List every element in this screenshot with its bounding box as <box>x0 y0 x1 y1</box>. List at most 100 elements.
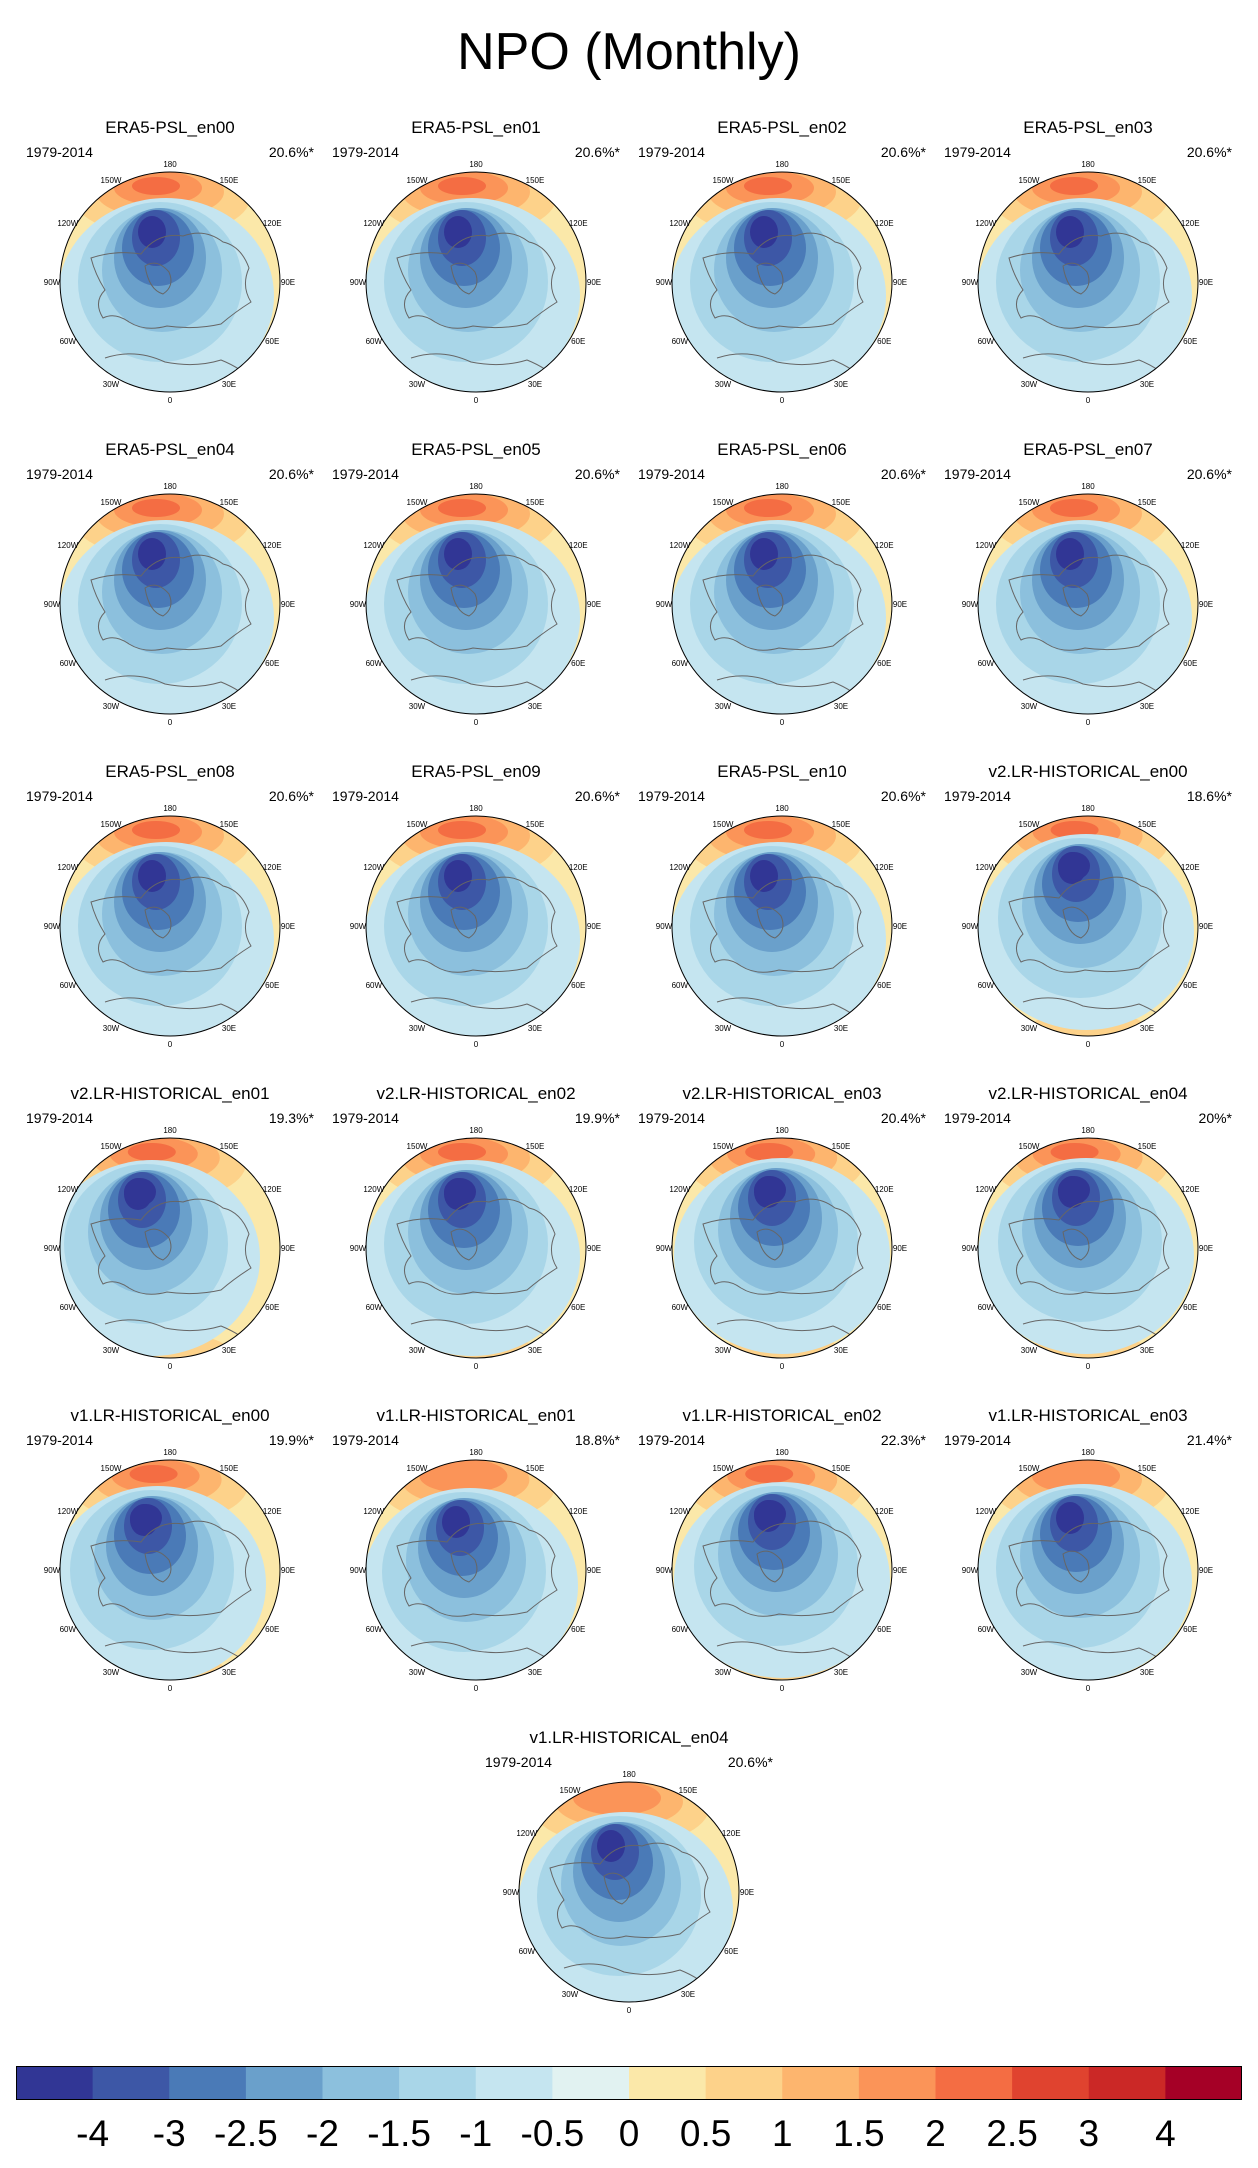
longitude-label: 120E <box>1181 1507 1200 1516</box>
longitude-label: 90E <box>587 278 601 287</box>
coastline <box>450 906 478 939</box>
longitude-label: 60E <box>265 659 279 668</box>
panel-title: v2.LR-HISTORICAL_en02 <box>376 1084 576 1103</box>
longitude-label: 60E <box>1183 337 1197 346</box>
longitude-label: 30E <box>834 1024 848 1033</box>
anomaly-contour-positive <box>438 177 486 195</box>
longitude-label: 30E <box>528 1346 542 1355</box>
longitude-label: 60W <box>60 1625 77 1634</box>
longitude-label: 90W <box>962 600 979 609</box>
longitude-label: 150W <box>1019 498 1040 507</box>
longitude-label: 90W <box>656 1566 673 1575</box>
longitude-label: 150W <box>1019 1142 1040 1151</box>
longitude-label: 0 <box>168 1684 173 1693</box>
longitude-label: 30W <box>409 702 426 711</box>
longitude-label: 120E <box>722 1829 741 1838</box>
anomaly-contour-positive <box>419 1460 508 1493</box>
panel-period: 1979-2014 <box>638 1432 705 1448</box>
anomaly-contour-negative <box>138 216 166 248</box>
panel-title: v2.LR-HISTORICAL_en00 <box>988 762 1188 781</box>
longitude-label: 90W <box>44 922 61 931</box>
longitude-label: 150W <box>407 176 428 185</box>
longitude-label: 90W <box>350 1244 367 1253</box>
longitude-label: 30E <box>222 1024 236 1033</box>
longitude-label: 180 <box>1081 1448 1095 1457</box>
longitude-label: 120E <box>1181 219 1200 228</box>
coastline <box>549 1842 711 1939</box>
longitude-label: 30W <box>103 702 120 711</box>
panel-period: 1979-2014 <box>944 144 1011 160</box>
longitude-label: 120E <box>875 1507 894 1516</box>
map-boundary <box>977 493 1199 715</box>
longitude-label: 60E <box>265 981 279 990</box>
longitude-label: 150W <box>713 498 734 507</box>
longitude-label: 120W <box>57 863 78 872</box>
map-boundary <box>671 493 893 715</box>
colorbar-swatch <box>322 2066 400 2100</box>
polar-map: 180 150W 150E 120W 120E 90W 90E 60W 60E 30W 30E 0 <box>44 482 295 727</box>
longitude-label: 90E <box>893 922 907 931</box>
map-boundary <box>671 171 893 393</box>
map-boundary <box>671 1137 893 1359</box>
panel-period: 1979-2014 <box>944 1432 1011 1448</box>
panel-title: v1.LR-HISTORICAL_en03 <box>988 1406 1188 1425</box>
longitude-label: 30W <box>1021 1024 1038 1033</box>
map-boundary <box>365 171 587 393</box>
longitude-label: 60W <box>366 1625 383 1634</box>
longitude-label: 30W <box>103 1024 120 1033</box>
longitude-label: 60W <box>60 981 77 990</box>
longitude-label: 0 <box>168 1040 173 1049</box>
longitude-label: 180 <box>775 160 789 169</box>
anomaly-contour-negative <box>1056 1502 1084 1534</box>
coastline <box>1008 232 1170 329</box>
longitude-label: 0 <box>1086 1362 1091 1371</box>
longitude-label: 30E <box>222 1668 236 1677</box>
panel-variance-percent: 22.3%* <box>880 1432 926 1448</box>
colorbar-tick-label: -1.5 <box>367 2113 432 2154</box>
longitude-label: 180 <box>469 1126 483 1135</box>
colorbar-tick-label: -4 <box>76 2113 110 2154</box>
colorbar-swatch <box>169 2066 247 2100</box>
colorbar <box>16 2066 1242 2100</box>
longitude-label: 0 <box>474 718 479 727</box>
panel-period: 1979-2014 <box>638 788 705 804</box>
longitude-label: 150E <box>1138 176 1157 185</box>
coastline <box>702 232 864 329</box>
anomaly-contour-positive <box>132 177 180 195</box>
longitude-label: 60W <box>366 981 383 990</box>
longitude-label: 180 <box>1081 482 1095 491</box>
longitude-label: 150W <box>1019 820 1040 829</box>
anomaly-contour-positive <box>744 821 792 839</box>
coastline <box>450 262 478 295</box>
longitude-label: 180 <box>163 1126 177 1135</box>
colorbar-tick-label: -1 <box>459 2113 493 2154</box>
longitude-label: 120W <box>57 1507 78 1516</box>
longitude-label: 180 <box>1081 804 1095 813</box>
longitude-label: 120E <box>569 863 588 872</box>
coastline <box>144 1228 172 1261</box>
polar-map: 180 150W 150E 120W 120E 90W 90E 60W 60E 30W 30E 0 <box>962 482 1213 727</box>
colorbar-tick-label: 4 <box>1155 2113 1176 2154</box>
longitude-label: 150E <box>526 498 545 507</box>
longitude-label: 150E <box>832 820 851 829</box>
longitude-label: 180 <box>1081 160 1095 169</box>
longitude-label: 120W <box>975 1507 996 1516</box>
longitude-label: 90E <box>587 1566 601 1575</box>
longitude-label: 60W <box>366 659 383 668</box>
map-boundary <box>59 493 281 715</box>
panel-variance-percent: 20.6%* <box>574 466 620 482</box>
longitude-label: 60W <box>60 659 77 668</box>
colorbar-tick-label: -3 <box>152 2113 186 2154</box>
anomaly-contour-negative <box>754 1176 786 1204</box>
longitude-label: 60W <box>978 981 995 990</box>
longitude-label: 60E <box>877 1625 891 1634</box>
longitude-label: 60E <box>877 337 891 346</box>
longitude-label: 120E <box>875 863 894 872</box>
coastline <box>1008 1520 1170 1617</box>
longitude-label: 30E <box>528 380 542 389</box>
longitude-label: 30E <box>528 1668 542 1677</box>
colorbar-tick-label: 2 <box>925 2113 946 2154</box>
coastline <box>396 1520 558 1617</box>
longitude-label: 150E <box>220 176 239 185</box>
longitude-label: 150W <box>1019 1464 1040 1473</box>
